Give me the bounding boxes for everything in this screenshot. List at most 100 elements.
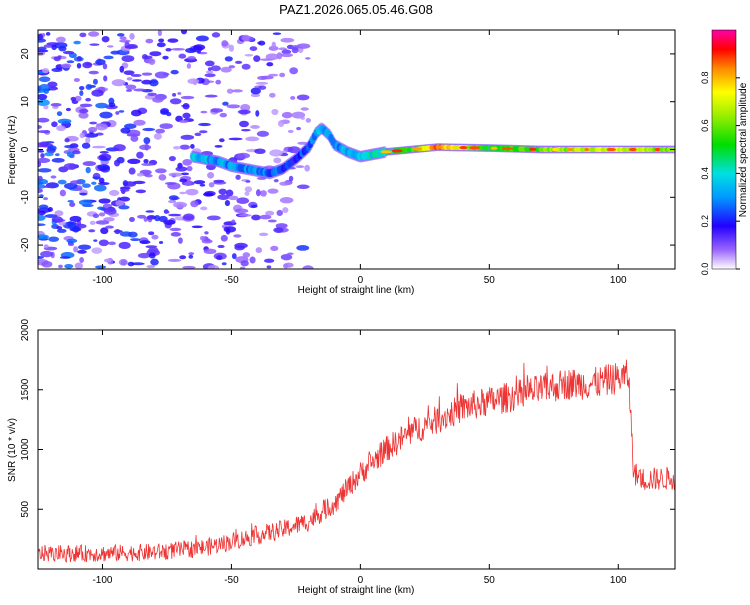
noise-cell (224, 200, 231, 207)
noise-cell (38, 149, 45, 153)
noise-cell (38, 255, 45, 259)
noise-cell (145, 210, 155, 213)
noise-cell (51, 121, 58, 128)
noise-cell (239, 266, 246, 269)
noise-cell (92, 213, 100, 219)
noise-cell (59, 256, 71, 259)
noise-cell (275, 223, 288, 229)
noise-cell (147, 92, 157, 96)
noise-cell (287, 252, 294, 256)
ridge-peak (606, 147, 616, 152)
noise-cell (173, 201, 188, 208)
noise-cell (300, 116, 305, 120)
noise-cell (178, 119, 189, 123)
noise-cell (82, 61, 93, 69)
noise-cell (126, 133, 141, 137)
noise-cell (150, 258, 159, 266)
noise-cell (185, 188, 199, 196)
noise-cell (234, 245, 245, 251)
y-tick-label: 0 (20, 146, 31, 152)
colorbar-label: Normalized spectral amplitude (738, 82, 749, 217)
noise-cell (168, 155, 176, 162)
noise-cell (118, 241, 131, 250)
noise-cell (170, 69, 179, 75)
noise-cell (185, 47, 197, 54)
noise-cell (133, 88, 147, 92)
noise-cell (213, 179, 225, 183)
noise-cell (118, 258, 128, 266)
noise-cell (48, 236, 60, 242)
noise-cell (278, 47, 288, 51)
noise-cell (186, 63, 192, 69)
noise-cell (96, 123, 102, 127)
noise-cell (179, 255, 187, 260)
noise-cell (217, 244, 225, 249)
noise-cell (102, 63, 108, 70)
noise-cell (288, 175, 294, 182)
noise-cell (255, 247, 263, 254)
noise-cell (146, 217, 153, 220)
noise-cell (120, 127, 131, 134)
noise-cell (64, 263, 74, 269)
noise-cell (143, 137, 151, 145)
spectrogram-y-label: Frequency (Hz) (7, 116, 18, 185)
x-tick-label: 50 (484, 275, 496, 286)
noise-cell (38, 204, 49, 209)
noise-cell (269, 149, 283, 157)
noise-cell (273, 227, 284, 234)
noise-cell (38, 38, 47, 43)
ridge-peak (459, 145, 468, 150)
noise-cell (141, 162, 154, 166)
noise-cell (43, 197, 48, 201)
noise-cell (47, 145, 57, 151)
noise-cell (172, 92, 177, 97)
noise-cell (145, 38, 154, 44)
x-tick-label: 50 (484, 575, 496, 586)
noise-cell (182, 213, 195, 221)
noise-cell (94, 265, 107, 269)
noise-cell (279, 197, 294, 204)
noise-cell (103, 55, 114, 60)
noise-cell (38, 188, 43, 194)
noise-cell (237, 109, 251, 115)
noise-cell (296, 43, 311, 49)
ridge-peak (567, 147, 574, 152)
noise-cell (273, 179, 279, 183)
noise-cell (188, 254, 194, 259)
noise-cell (130, 238, 141, 241)
noise-cell (276, 209, 283, 216)
noise-cell (121, 55, 135, 62)
noise-cell (113, 159, 121, 167)
noise-cell (111, 79, 126, 87)
noise-cell (244, 54, 254, 57)
noise-cell (99, 111, 113, 119)
noise-cell (282, 207, 289, 213)
noise-cell (221, 40, 229, 47)
noise-cell (118, 110, 125, 113)
noise-cell (231, 89, 243, 93)
noise-cell (233, 234, 242, 238)
noise-cell (179, 178, 188, 183)
noise-cell (270, 245, 279, 252)
noise-cell (239, 120, 249, 128)
noise-cell (255, 189, 261, 197)
noise-cell (132, 79, 142, 82)
noise-cell (177, 237, 183, 244)
x-tick-label: 100 (610, 575, 627, 586)
noise-cell (110, 50, 120, 55)
noise-cell (130, 73, 142, 77)
noise-cell (38, 46, 47, 51)
noise-cell (218, 188, 227, 195)
snr-y-axis: 500 1000 1500 2000 (20, 318, 675, 518)
noise-cell (271, 41, 276, 49)
noise-cell (250, 204, 258, 208)
noise-cell (167, 258, 182, 263)
noise-cell (119, 231, 133, 237)
noise-cell (143, 216, 148, 222)
noise-cell (236, 152, 251, 159)
noise-cell (168, 199, 177, 204)
noise-cell (152, 96, 164, 103)
noise-cell (200, 110, 208, 114)
noise-cell (133, 119, 146, 126)
